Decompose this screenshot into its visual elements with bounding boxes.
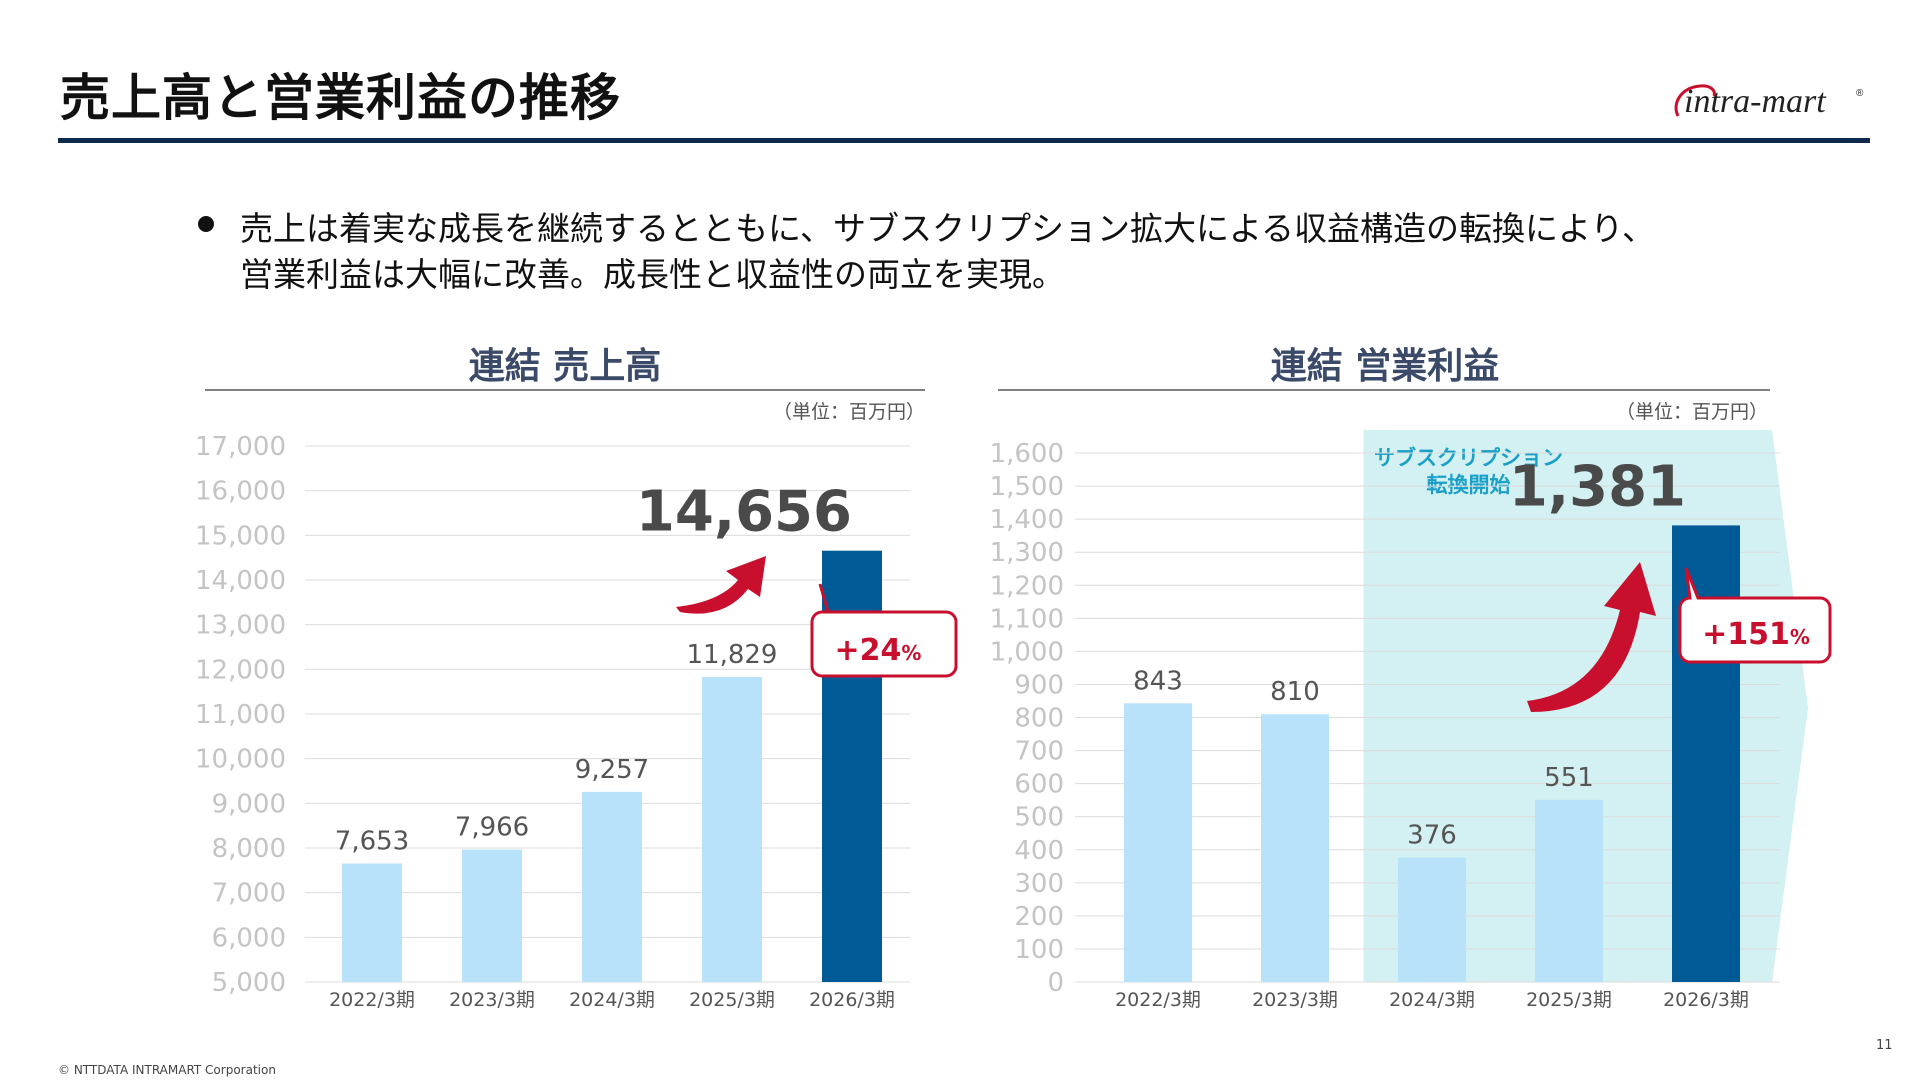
bar xyxy=(702,676,762,982)
y-tick-label: 300 xyxy=(1014,869,1064,899)
growth-number: +24 xyxy=(835,633,902,668)
y-tick-label: 11,000 xyxy=(195,700,286,730)
growth-arrow xyxy=(1527,562,1656,712)
y-tick-label: 8,000 xyxy=(212,834,286,864)
unit-label: （単位：百万円） xyxy=(1616,401,1768,423)
bar xyxy=(582,791,642,982)
category-label: 2025/3期 xyxy=(1526,989,1612,1011)
y-tick-label: 1,000 xyxy=(990,637,1064,667)
y-tick-label: 6,000 xyxy=(212,923,286,953)
svg-text:intra-mart: intra-mart xyxy=(1684,83,1827,120)
bar xyxy=(1261,714,1329,982)
unit-label: （単位：百万円） xyxy=(773,401,925,423)
value-label: 843 xyxy=(1133,666,1183,696)
value-label: 7,653 xyxy=(335,826,409,856)
chart-title: 連結 売上高 xyxy=(469,346,662,387)
bullet-icon xyxy=(198,216,214,232)
y-tick-label: 1,600 xyxy=(990,439,1064,469)
growth-callout-label: +151% xyxy=(1702,617,1810,652)
bar xyxy=(1672,525,1740,982)
value-label: 11,829 xyxy=(687,640,778,670)
value-label: 9,257 xyxy=(575,755,649,785)
category-label: 2023/3期 xyxy=(449,989,535,1011)
category-label: 2026/3期 xyxy=(1663,989,1749,1011)
bar xyxy=(1535,799,1603,982)
y-tick-label: 900 xyxy=(1014,670,1064,700)
y-tick-label: 1,500 xyxy=(990,472,1064,502)
growth-arrow xyxy=(676,556,766,614)
y-tick-label: 800 xyxy=(1014,704,1064,734)
y-tick-label: 9,000 xyxy=(212,789,286,819)
category-label: 2022/3期 xyxy=(329,989,415,1011)
annotation-line-2: 転換開始 xyxy=(1427,473,1511,497)
y-tick-label: 1,200 xyxy=(990,571,1064,601)
page-title: 売上高と営業利益の推移 xyxy=(60,69,621,127)
category-label: 2024/3期 xyxy=(1389,989,1475,1011)
category-label: 2025/3期 xyxy=(689,989,775,1011)
value-label: 376 xyxy=(1407,821,1457,851)
y-tick-label: 500 xyxy=(1014,803,1064,833)
y-tick-label: 400 xyxy=(1014,836,1064,866)
y-tick-label: 0 xyxy=(1047,968,1064,998)
y-tick-label: 5,000 xyxy=(212,968,286,998)
y-tick-label: 13,000 xyxy=(195,611,286,641)
growth-callout-box xyxy=(810,583,958,678)
value-label-highlight: 14,656 xyxy=(636,480,852,545)
bar xyxy=(1398,857,1466,982)
y-tick-label: 1,100 xyxy=(990,604,1064,634)
growth-number: +151 xyxy=(1702,617,1790,652)
y-tick-label: 7,000 xyxy=(212,879,286,909)
y-tick-label: 600 xyxy=(1014,770,1064,800)
y-tick-label: 1,400 xyxy=(990,505,1064,535)
y-tick-label: 10,000 xyxy=(195,745,286,775)
y-tick-label: 14,000 xyxy=(195,566,286,596)
y-tick-label: 700 xyxy=(1014,737,1064,767)
summary-line-1: 売上は着実な成長を継続するとともに、サブスクリプション拡大による収益構造の転換に… xyxy=(240,209,1656,248)
annotation-line-1: サブスクリプション xyxy=(1374,446,1563,470)
svg-text:®: ® xyxy=(1856,88,1864,99)
summary-line-2: 営業利益は大幅に改善。成長性と収益性の両立を実現。 xyxy=(240,255,1065,294)
category-label: 2024/3期 xyxy=(569,989,655,1011)
growth-suffix: % xyxy=(901,641,921,665)
copyright: © NTTDATA INTRAMART Corporation xyxy=(58,1063,276,1077)
category-label: 2023/3期 xyxy=(1252,989,1338,1011)
y-tick-label: 12,000 xyxy=(195,655,286,685)
y-tick-label: 15,000 xyxy=(195,521,286,551)
growth-callout-box xyxy=(1678,567,1832,664)
y-tick-label: 200 xyxy=(1014,902,1064,932)
bar xyxy=(342,863,402,982)
y-tick-label: 100 xyxy=(1014,935,1064,965)
chart-title: 連結 営業利益 xyxy=(1271,346,1500,387)
title-rule xyxy=(58,138,1870,143)
category-label: 2026/3期 xyxy=(809,989,895,1011)
y-tick-label: 1,300 xyxy=(990,538,1064,568)
intra-mart-logo: intra-mart ® xyxy=(1674,83,1864,120)
value-label: 810 xyxy=(1270,677,1320,707)
value-label: 551 xyxy=(1544,763,1594,793)
y-tick-label: 16,000 xyxy=(195,477,286,507)
growth-callout-label: +24% xyxy=(835,633,922,668)
value-label: 7,966 xyxy=(455,813,529,843)
bar xyxy=(462,849,522,982)
bar xyxy=(1124,703,1192,982)
y-tick-label: 17,000 xyxy=(195,432,286,462)
growth-suffix: % xyxy=(1790,625,1810,649)
summary-text: 売上は着実な成長を継続するとともに、サブスクリプション拡大による収益構造の転換に… xyxy=(240,206,1800,298)
category-label: 2022/3期 xyxy=(1115,989,1201,1011)
page-number: 11 xyxy=(1876,1038,1893,1053)
value-label-highlight: 1,381 xyxy=(1509,454,1686,519)
